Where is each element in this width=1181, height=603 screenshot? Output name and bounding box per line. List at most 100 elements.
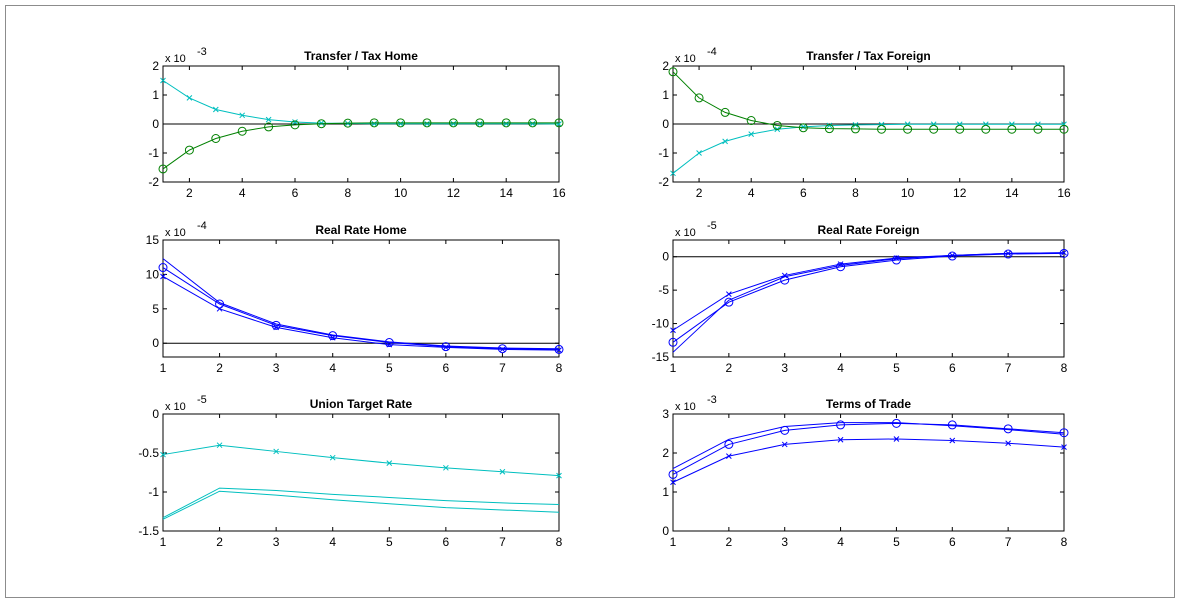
y-tick-label: 0 bbox=[152, 407, 159, 421]
data-point-cross bbox=[499, 468, 506, 475]
data-point-circle bbox=[668, 67, 678, 77]
series-line-2 bbox=[162, 122, 559, 170]
data-point-cross bbox=[160, 77, 166, 84]
data-point-cross bbox=[878, 121, 885, 128]
data-point-cross bbox=[781, 441, 788, 448]
axis-exponent-power: -5 bbox=[197, 394, 207, 406]
data-point-circle bbox=[369, 118, 379, 128]
x-tick-label: 16 bbox=[1057, 186, 1071, 200]
y-tick-label: -2 bbox=[658, 175, 669, 189]
data-point-circle bbox=[554, 118, 564, 128]
data-point-cross bbox=[160, 273, 166, 280]
figure-frame bbox=[5, 5, 1175, 598]
y-tick-label: -10 bbox=[652, 317, 670, 331]
axis-exponent: x 10 bbox=[675, 227, 696, 239]
x-tick-label: 12 bbox=[953, 186, 967, 200]
data-point-cross bbox=[893, 255, 900, 261]
subplot-title: Transfer / Tax Home bbox=[304, 49, 418, 63]
data-point-circle bbox=[316, 119, 326, 129]
axis-exponent-power: -4 bbox=[197, 220, 207, 232]
data-point-circle bbox=[746, 116, 756, 126]
y-tick-label: 5 bbox=[152, 302, 159, 316]
y-tick-label: 3 bbox=[662, 407, 669, 421]
data-point-cross bbox=[216, 442, 223, 449]
data-point-cross bbox=[212, 106, 219, 113]
data-point-circle bbox=[724, 297, 734, 307]
x-tick-label: 2 bbox=[696, 186, 703, 200]
data-point-cross bbox=[371, 120, 378, 127]
data-point-cross bbox=[556, 472, 562, 479]
data-point-cross bbox=[670, 327, 676, 334]
subplot-title: Union Target Rate bbox=[310, 397, 413, 411]
x-tick-label: 2 bbox=[726, 361, 733, 375]
y-tick-label: -1 bbox=[148, 485, 159, 499]
data-point-cross bbox=[556, 121, 562, 127]
data-point-cross bbox=[424, 120, 430, 127]
axis-exponent: x 10 bbox=[165, 53, 186, 65]
x-tick-label: 4 bbox=[837, 535, 844, 549]
subplot-title: Transfer / Tax Foreign bbox=[806, 49, 930, 63]
x-tick-label: 8 bbox=[1061, 361, 1068, 375]
series-line-1 bbox=[672, 123, 1064, 174]
x-tick-label: 14 bbox=[500, 186, 514, 200]
x-tick-label: 4 bbox=[239, 186, 246, 200]
y-tick-label: -0.5 bbox=[138, 446, 159, 460]
data-point-cross bbox=[386, 460, 393, 466]
x-tick-label: 8 bbox=[344, 186, 351, 200]
x-tick-label: 4 bbox=[329, 535, 336, 549]
axis-exponent-power: -4 bbox=[707, 46, 717, 58]
x-tick-label: 16 bbox=[552, 186, 566, 200]
axes-box bbox=[162, 239, 560, 358]
data-point-circle bbox=[1003, 249, 1013, 259]
y-tick-label: 2 bbox=[662, 59, 669, 73]
x-tick-label: 5 bbox=[893, 361, 900, 375]
y-tick-label: 0 bbox=[152, 336, 159, 350]
y-tick-label: 2 bbox=[152, 59, 159, 73]
data-point-cross bbox=[329, 454, 336, 461]
data-point-circle bbox=[798, 123, 808, 133]
series-line-1 bbox=[162, 267, 560, 350]
axes-box bbox=[162, 413, 560, 532]
subplot-p3: 1 2 3 4 5 6 7 8 0 5 10 15 Real Rate Home x 10 -4 bbox=[146, 220, 564, 375]
x-tick-label: 10 bbox=[394, 186, 408, 200]
y-tick-label: -1 bbox=[148, 146, 159, 160]
series-line-1 bbox=[162, 444, 560, 477]
y-tick-label: 1 bbox=[662, 485, 669, 499]
data-point-circle bbox=[271, 320, 281, 330]
data-point-circle bbox=[891, 418, 901, 428]
data-point-circle bbox=[554, 344, 564, 354]
data-point-circle bbox=[929, 124, 939, 134]
axis-exponent-power: -3 bbox=[707, 394, 717, 406]
y-tick-label: -15 bbox=[652, 350, 670, 364]
data-point-cross bbox=[529, 120, 536, 127]
x-tick-label: 4 bbox=[748, 186, 755, 200]
data-point-cross bbox=[450, 120, 457, 127]
data-point-circle bbox=[448, 118, 458, 128]
data-point-circle bbox=[724, 439, 734, 449]
data-point-cross bbox=[696, 150, 702, 156]
data-point-cross bbox=[503, 120, 510, 127]
data-point-cross bbox=[265, 116, 272, 123]
x-tick-label: 6 bbox=[443, 535, 450, 549]
y-tick-label: 10 bbox=[146, 267, 160, 281]
data-point-cross bbox=[239, 112, 246, 119]
subplot-title: Real Rate Foreign bbox=[817, 223, 919, 237]
x-tick-label: 1 bbox=[670, 535, 677, 549]
x-tick-label: 2 bbox=[726, 535, 733, 549]
series-line-3 bbox=[162, 258, 560, 350]
data-point-circle bbox=[264, 122, 274, 132]
y-tick-label: -2 bbox=[148, 175, 159, 189]
data-point-circle bbox=[290, 120, 300, 130]
data-point-circle bbox=[891, 255, 901, 265]
data-point-cross bbox=[722, 138, 728, 145]
x-tick-label: 6 bbox=[949, 535, 956, 549]
x-tick-label: 2 bbox=[186, 186, 193, 200]
x-tick-label: 6 bbox=[292, 186, 299, 200]
axis-exponent-power: -5 bbox=[707, 220, 717, 232]
x-tick-label: 2 bbox=[216, 361, 223, 375]
data-point-cross bbox=[826, 122, 833, 129]
x-tick-label: 6 bbox=[443, 361, 450, 375]
x-tick-label: 8 bbox=[556, 535, 563, 549]
